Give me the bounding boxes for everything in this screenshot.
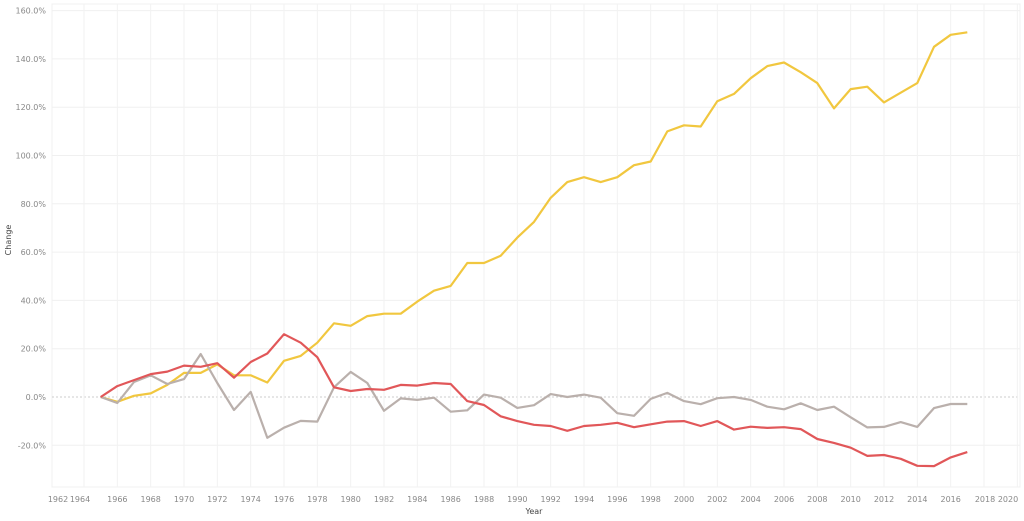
x-tick-label: 2016 <box>940 495 960 504</box>
x-tick-label: 1966 <box>107 495 127 504</box>
x-tick-label: 2000 <box>674 495 694 504</box>
x-tick-label: 2008 <box>807 495 827 504</box>
y-axis-title: Change <box>4 225 13 256</box>
y-tick-label: 140.0% <box>15 55 46 64</box>
x-tick-label: 1974 <box>240 495 260 504</box>
x-tick-label: 2014 <box>907 495 927 504</box>
x-tick-label: 2010 <box>840 495 860 504</box>
x-tick-label: 1984 <box>407 495 427 504</box>
y-axis: 160.0% 140.0% 120.0% 100.0% 80.0% 60.0% 40.0% 2… <box>15 7 46 451</box>
x-tick-label: 2006 <box>774 495 794 504</box>
series-line-0 <box>101 32 968 402</box>
x-tick-label: 2018 <box>975 495 995 504</box>
x-tick-label: 1986 <box>440 495 460 504</box>
x-tick-label: 1988 <box>474 495 494 504</box>
x-tick-label: 2012 <box>874 495 894 504</box>
x-tick-label: 1992 <box>540 495 560 504</box>
x-tick-label: 1996 <box>607 495 627 504</box>
x-tick-label: 1970 <box>174 495 194 504</box>
y-tick-label: 0.0% <box>26 393 47 402</box>
y-tick-label: 160.0% <box>15 7 46 16</box>
x-tick-label: 1998 <box>640 495 660 504</box>
x-tick-label: 1978 <box>307 495 327 504</box>
x-tick-label: 2004 <box>740 495 760 504</box>
x-tick-label: 1980 <box>340 495 360 504</box>
x-tick-label: 1982 <box>374 495 394 504</box>
x-tick-label: 1968 <box>140 495 160 504</box>
x-tick-label: 2002 <box>707 495 727 504</box>
x-tick-label: 1964 <box>70 495 90 504</box>
y-tick-label: 60.0% <box>21 248 47 257</box>
x-tick-label: 1962 <box>48 495 68 504</box>
y-tick-label: -20.0% <box>18 441 47 450</box>
x-tick-label: 1972 <box>207 495 227 504</box>
series-line-2 <box>101 334 968 466</box>
y-tick-label: 20.0% <box>21 345 47 354</box>
x-tick-label: 1994 <box>574 495 594 504</box>
x-axis-title: Year <box>525 507 544 516</box>
y-tick-label: 80.0% <box>21 200 47 209</box>
y-tick-label: 100.0% <box>15 152 46 161</box>
y-tick-label: 120.0% <box>15 103 46 112</box>
gridlines <box>52 4 1020 487</box>
x-tick-label: 1990 <box>507 495 527 504</box>
series-lines <box>101 32 968 466</box>
plot-area <box>52 4 1020 487</box>
x-tick-label: 2020 <box>998 495 1018 504</box>
y-tick-label: 40.0% <box>21 296 47 305</box>
x-tick-label: 1976 <box>274 495 294 504</box>
